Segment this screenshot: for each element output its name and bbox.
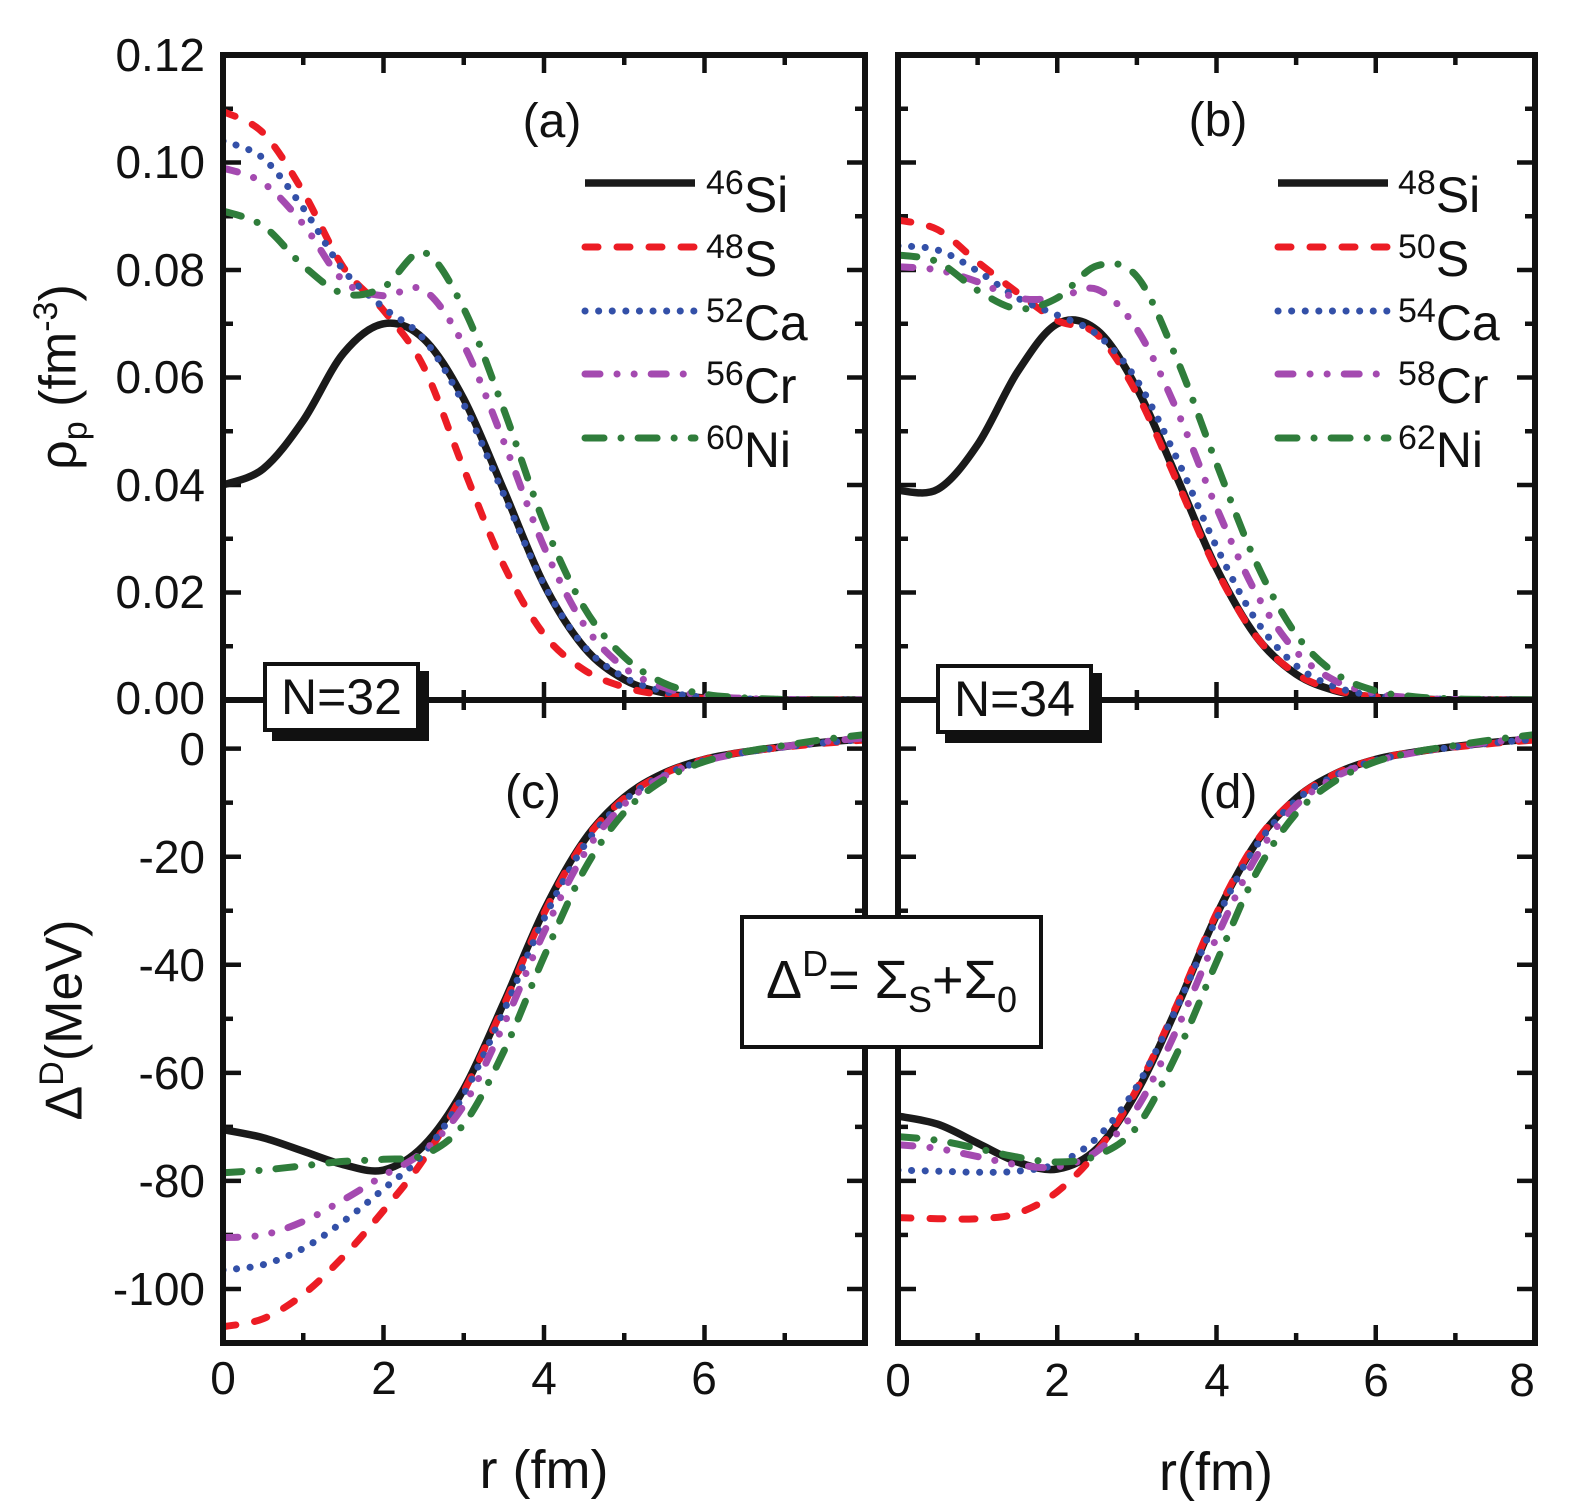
legend-label-52ca: 52Ca: [706, 292, 808, 351]
curve-60Ni: [223, 731, 865, 1177]
group-box-n32: N=32: [263, 662, 420, 732]
curve-48S: [223, 736, 865, 1331]
curve-56Cr: [223, 734, 865, 1242]
rho-tick-004: 0.04: [115, 459, 205, 511]
x-right-tick-4: 4: [1204, 1354, 1230, 1406]
y-axis-title-density: ρp (fm-3): [27, 284, 95, 470]
x-right-tick-0: 0: [885, 1354, 911, 1406]
legend-label-48si: 48Si: [1398, 164, 1481, 223]
legend-label-60ni: 60Ni: [706, 419, 792, 478]
y-axis-title-delta: ΔD(MeV): [33, 919, 94, 1121]
rho-tick-010: 0.10: [115, 136, 205, 188]
legend-label-62ni: 62Ni: [1398, 419, 1484, 478]
delta-tick-m100: -100: [112, 1263, 205, 1315]
x-axis-title-right: r(fm): [1159, 1442, 1273, 1502]
curves-panel-2: [223, 731, 865, 1331]
panel-label-a: (a): [522, 95, 582, 148]
delta-tick-m40: -40: [138, 939, 205, 991]
rho-tick-006: 0.06: [115, 351, 205, 403]
curves-panel-3: [898, 731, 1535, 1223]
rho-tick-008: 0.08: [115, 244, 205, 296]
legend-label-54ca: 54Ca: [1398, 292, 1500, 351]
group-box-n34: N=34: [936, 664, 1093, 734]
rho-tick-012: 0.12: [115, 29, 205, 81]
x-left-tick-0: 0: [210, 1352, 236, 1404]
legend-label-48s: 48S: [706, 228, 778, 287]
rho-tick-002: 0.02: [115, 566, 205, 618]
rho-tick-000: 0.00: [115, 672, 205, 724]
legend-label-56cr: 56Cr: [706, 355, 797, 414]
panel-label-c: (c): [505, 766, 561, 819]
legend-label-46si: 46Si: [706, 164, 789, 223]
delta-tick-m80: -80: [138, 1155, 205, 1207]
legend-lines-panel-1: [1274, 179, 1392, 442]
panel-label-d: (d): [1198, 766, 1258, 819]
x-right-tick-6: 6: [1363, 1354, 1389, 1406]
x-left-tick-4: 4: [531, 1352, 557, 1404]
x-right-tick-2: 2: [1044, 1354, 1070, 1406]
x-axis-title-left: r (fm): [479, 1440, 609, 1500]
panel-label-b: (b): [1188, 94, 1248, 147]
curve-62Ni: [898, 731, 1535, 1166]
delta-tick-0: 0: [179, 723, 205, 775]
delta-tick-m60: -60: [138, 1047, 205, 1099]
legend-lines-panel-0: [581, 179, 699, 442]
formula-box: ΔD= ΣS+Σ0: [740, 915, 1043, 1049]
x-left-tick-2: 2: [371, 1352, 397, 1404]
legend-label-58cr: 58Cr: [1398, 355, 1489, 414]
delta-tick-m20: -20: [138, 831, 205, 883]
x-right-tick-8: 8: [1509, 1354, 1535, 1406]
curve-50S: [898, 216, 1535, 700]
x-left-tick-6: 6: [691, 1352, 717, 1404]
legend-label-50s: 50S: [1398, 228, 1470, 287]
